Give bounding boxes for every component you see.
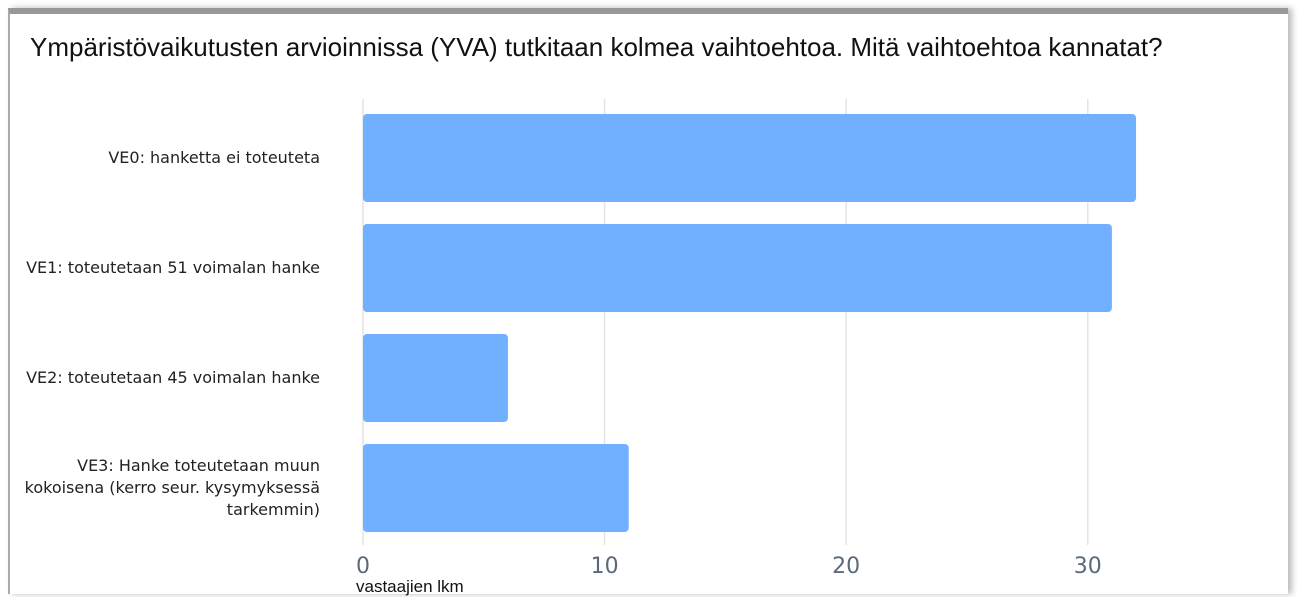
y-tick-label: VE0: hanketta ei toteuteta bbox=[108, 148, 320, 167]
frame bbox=[8, 8, 1288, 594]
x-tick-label: 30 bbox=[1074, 554, 1102, 579]
bar bbox=[363, 334, 508, 422]
bar bbox=[363, 114, 1137, 202]
bar bbox=[363, 444, 629, 532]
y-tick-label: VE2: toteutetaan 45 voimalan hanke bbox=[26, 368, 320, 387]
x-tick-label: 20 bbox=[832, 554, 860, 579]
bar bbox=[363, 224, 1112, 312]
chart-title: Ympäristövaikutusten arvioinnissa (YVA) … bbox=[30, 32, 1163, 62]
x-tick-label: 10 bbox=[591, 554, 619, 579]
x-tick-label: 0 bbox=[356, 554, 370, 579]
x-axis-label: vastaajien lkm bbox=[356, 577, 464, 596]
y-tick-label: VE1: toteutetaan 51 voimalan hanke bbox=[26, 258, 320, 277]
y-tick-label: VE3: Hanke toteutetaan muun kokoisena (k… bbox=[24, 456, 320, 519]
